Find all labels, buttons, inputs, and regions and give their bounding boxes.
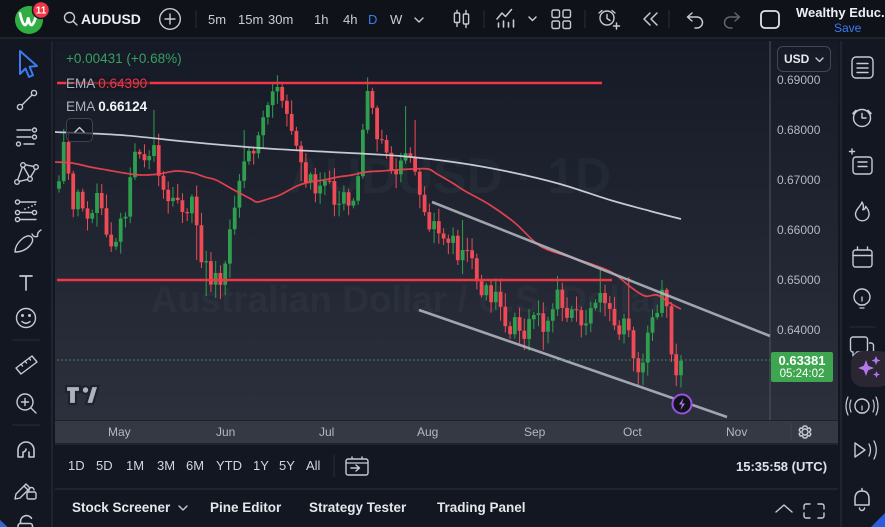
svg-text:AUDUSD · 1D: AUDUSD · 1D xyxy=(289,148,611,204)
svg-text:Australian Dollar / U.S. Dolla: Australian Dollar / U.S. Dollar xyxy=(151,279,665,320)
svg-text:11: 11 xyxy=(36,6,47,17)
